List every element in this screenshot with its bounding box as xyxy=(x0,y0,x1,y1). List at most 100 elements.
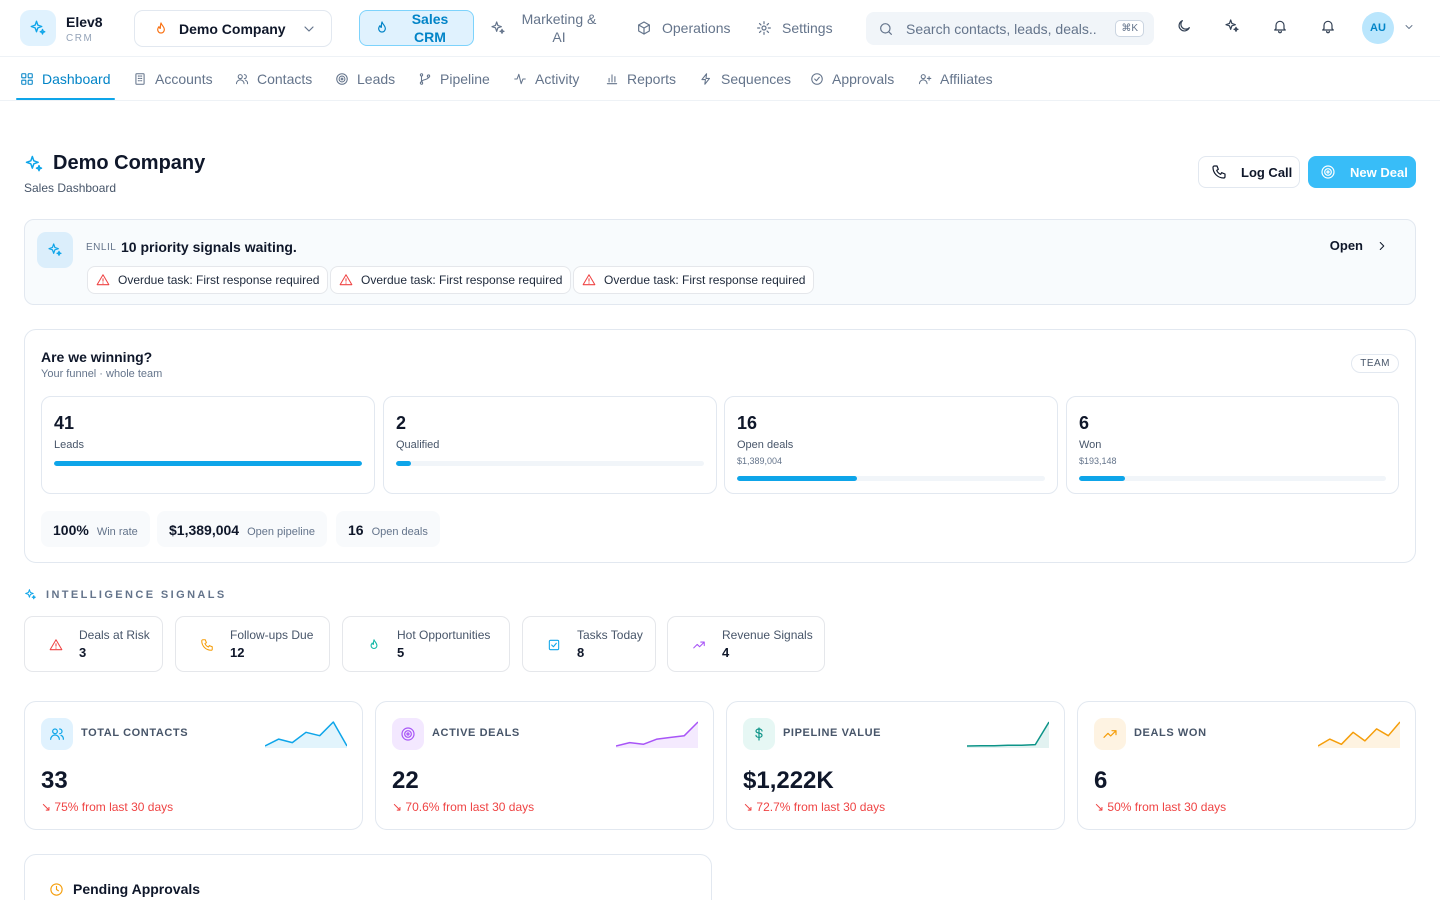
signal-follow-ups-due[interactable]: Follow-ups Due 12 xyxy=(175,616,330,672)
stage-amount: $193,148 xyxy=(1079,456,1117,466)
signal-chip[interactable]: Overdue task: First response required xyxy=(330,266,572,294)
avatar[interactable]: AU xyxy=(1362,12,1394,44)
stage-progress-fill xyxy=(1079,476,1126,481)
tab-label: Activity xyxy=(535,71,580,87)
page-title: Demo Company xyxy=(24,152,205,175)
stage-progress-fill xyxy=(737,476,858,481)
sparkle-logo-icon[interactable] xyxy=(20,10,56,46)
sparkle-icon[interactable] xyxy=(1224,18,1240,34)
banner-open-link[interactable]: Open xyxy=(1330,238,1389,253)
signal-hot-opportunities[interactable]: Hot Opportunities 5 xyxy=(342,616,510,672)
module-sales-crm[interactable]: Sales CRM xyxy=(359,10,474,46)
new-deal-button[interactable]: New Deal xyxy=(1308,156,1416,188)
kpi-open-deals: 16 Open deals xyxy=(336,511,440,547)
activity-icon xyxy=(514,73,526,85)
signal-label: Deals at Risk xyxy=(79,628,150,642)
trend-up-icon xyxy=(1094,718,1126,750)
stage-progress-track xyxy=(396,461,704,466)
stat-change: ↘ 75% from last 30 days xyxy=(41,800,174,814)
funnel-stage-won[interactable]: 6 Won $193,148 xyxy=(1066,396,1399,494)
bar-chart-icon xyxy=(606,74,618,85)
signal-deals-at-risk[interactable]: Deals at Risk 3 xyxy=(24,616,163,672)
tab-activity[interactable]: Activity xyxy=(513,57,579,101)
brand-subtitle: CRM xyxy=(66,33,94,44)
tab-sequences[interactable]: Sequences xyxy=(699,57,791,101)
tab-affiliates[interactable]: Affiliates xyxy=(918,57,993,101)
tab-label: Sequences xyxy=(721,71,792,87)
funnel-stage-qualified[interactable]: 2 Qualified xyxy=(383,396,717,494)
alert-icon xyxy=(96,274,110,286)
sparkline-line xyxy=(967,721,1049,747)
stat-change-text: 70.6% from last 30 days xyxy=(405,800,535,814)
stat-card-total-contacts[interactable]: TOTAL CONTACTS 33 ↘ 75% from last 30 day… xyxy=(24,701,363,830)
page-subtitle: Sales Dashboard xyxy=(24,181,117,195)
user-plus-icon xyxy=(918,74,932,85)
alert-icon xyxy=(582,274,596,286)
sparkline-line xyxy=(1318,721,1400,747)
bell-icon[interactable] xyxy=(1320,18,1336,34)
company-select[interactable]: Demo Company xyxy=(134,10,332,47)
signal-chip-label: Overdue task: First response required xyxy=(118,273,320,287)
trend-up-icon xyxy=(693,641,705,649)
search-shortcut: ⌘K xyxy=(1115,20,1144,37)
log-call-label: Log Call xyxy=(1241,164,1293,180)
signal-value: 5 xyxy=(397,645,405,660)
module-label: Settings xyxy=(782,20,833,36)
stage-progress-fill xyxy=(396,461,412,466)
dollar-icon xyxy=(743,718,775,750)
tab-label: Leads xyxy=(357,71,396,87)
tab-reports[interactable]: Reports xyxy=(605,57,676,101)
stage-label: Open deals xyxy=(737,439,794,451)
kpi-label: Open deals xyxy=(371,526,428,538)
signal-chip[interactable]: Overdue task: First response required xyxy=(87,266,329,294)
tab-contacts[interactable]: Contacts xyxy=(235,57,312,101)
phone-icon xyxy=(201,639,213,651)
sparkline-area xyxy=(616,722,698,748)
stat-change-text: 72.7% from last 30 days xyxy=(756,800,886,814)
tab-dashboard[interactable]: Dashboard xyxy=(16,57,114,101)
signal-value: 3 xyxy=(79,645,87,660)
module-settings[interactable]: Settings xyxy=(756,10,833,46)
bell-icon[interactable] xyxy=(1272,18,1288,34)
sparkline-area xyxy=(967,722,1049,748)
tab-pipeline[interactable]: Pipeline xyxy=(418,57,490,101)
sparkline-area xyxy=(1318,722,1400,748)
stat-card-pipeline-value[interactable]: PIPELINE VALUE $1,222K ↘ 72.7% from last… xyxy=(726,701,1065,830)
chevron-down-icon xyxy=(304,25,314,32)
funnel-stage-leads[interactable]: 41 Leads xyxy=(41,396,375,494)
sparkline xyxy=(265,721,347,748)
module-operations[interactable]: Operations xyxy=(636,10,730,46)
gear-icon xyxy=(757,21,771,35)
search-box[interactable]: ⌘K xyxy=(866,12,1154,45)
log-call-button[interactable]: Log Call xyxy=(1198,156,1300,188)
funnel-stage-open-deals[interactable]: 16 Open deals $1,389,004 xyxy=(724,396,1058,494)
stat-card-active-deals[interactable]: ACTIVE DEALS 22 ↘ 70.6% from last 30 day… xyxy=(375,701,714,830)
tab-approvals[interactable]: Approvals xyxy=(810,57,894,101)
flame-icon xyxy=(370,639,378,649)
search-input[interactable] xyxy=(906,20,1096,37)
moon-icon[interactable] xyxy=(1176,18,1192,34)
users-icon xyxy=(235,74,249,85)
module-marketing-ai[interactable]: Marketing & AI xyxy=(490,10,602,46)
stat-change: ↘ 72.7% from last 30 days xyxy=(743,800,886,814)
tab-label: Pipeline xyxy=(440,71,490,87)
tab-leads[interactable]: Leads xyxy=(335,57,395,101)
kpi-label: Win rate xyxy=(96,526,138,538)
signal-chip[interactable]: Overdue task: First response required xyxy=(573,266,815,294)
tab-label: Approvals xyxy=(832,71,895,87)
stage-value: 41 xyxy=(54,413,75,433)
signal-chip-label: Overdue task: First response required xyxy=(604,273,806,287)
signal-label: Revenue Signals xyxy=(722,628,813,642)
stat-card-deals-won[interactable]: DEALS WON 6 ↘ 50% from last 30 days xyxy=(1077,701,1416,830)
banner-title: 10 priority signals waiting. xyxy=(121,239,297,255)
signal-revenue-signals[interactable]: Revenue Signals 4 xyxy=(667,616,825,672)
chevron-down-icon[interactable] xyxy=(1403,21,1415,33)
sparkline xyxy=(967,721,1049,748)
signal-tasks-today[interactable]: Tasks Today 8 xyxy=(522,616,656,672)
phone-icon xyxy=(1212,165,1226,179)
tab-accounts[interactable]: Accounts xyxy=(133,57,213,101)
stage-progress-track xyxy=(737,476,1045,481)
stage-label: Leads xyxy=(54,439,84,451)
team-badge[interactable]: TEAM xyxy=(1351,354,1399,373)
stat-label: PIPELINE VALUE xyxy=(783,727,882,739)
